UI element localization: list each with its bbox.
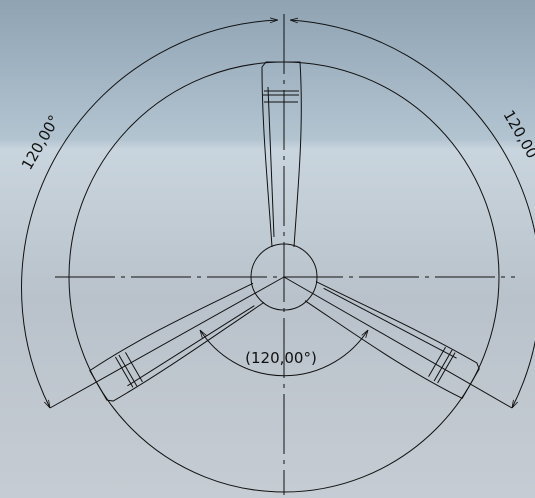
left-extension-line: [49, 276, 285, 409]
right-extension-line: [283, 276, 513, 409]
right-dimension-arc: [290, 20, 535, 408]
left-dimension-arc: [21, 20, 278, 408]
center-dimension-arc: [200, 330, 368, 377]
dimension-label: (120,00°): [245, 349, 317, 367]
propeller: [88, 61, 482, 405]
geometry: [21, 14, 535, 495]
